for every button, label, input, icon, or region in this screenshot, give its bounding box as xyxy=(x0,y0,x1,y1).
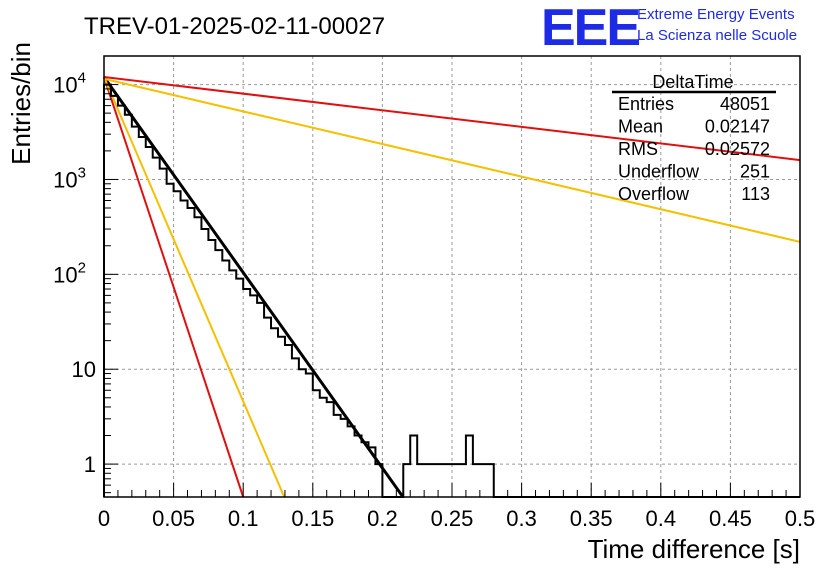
stats-label: Overflow xyxy=(618,184,690,204)
stats-label: Entries xyxy=(618,94,674,114)
chart-title: TREV-01-2025-02-11-00027 xyxy=(84,13,385,40)
y-tick-label: 10 xyxy=(72,357,96,382)
stats-name: DeltaTime xyxy=(652,72,733,92)
stats-value: 113 xyxy=(741,184,770,204)
logo-line-2: La Scienza nelle Scuole xyxy=(637,27,797,44)
y-tick-label: 103 xyxy=(53,164,86,192)
stats-box: DeltaTime Entries 48051 Mean 0.02147 RMS 0.02… xyxy=(612,72,776,204)
x-tick-label: 0.35 xyxy=(570,506,613,531)
fit-line xyxy=(103,77,801,243)
fit-line xyxy=(103,76,286,498)
y-tick-base: 10 xyxy=(53,73,77,98)
stats-value: 0.02572 xyxy=(705,139,770,159)
x-tick-label: 0.45 xyxy=(709,506,752,531)
x-axis: 0 0.05 0.1 0.15 0.2 0.25 0.3 0.35 0.4 0.45 0.5 xyxy=(98,483,815,531)
x-tick-label: 0 xyxy=(98,506,110,531)
y-tick-base: 10 xyxy=(72,357,96,382)
x-tick-label: 0.1 xyxy=(228,506,259,531)
x-tick-label: 0.05 xyxy=(152,506,195,531)
logo-line-1: Extreme Energy Events xyxy=(637,6,795,23)
x-axis-title: Time difference [s] xyxy=(588,534,800,564)
x-tick-label: 0.4 xyxy=(646,506,677,531)
y-tick-label: 104 xyxy=(53,70,86,98)
y-tick-label: 1 xyxy=(84,452,96,477)
x-tick-label: 0.3 xyxy=(506,506,537,531)
y-tick-exponent: 3 xyxy=(78,164,86,181)
fit-line xyxy=(103,76,245,498)
stats-value: 251 xyxy=(740,162,770,182)
x-tick-label: 0.2 xyxy=(367,506,398,531)
y-tick-exponent: 2 xyxy=(78,259,86,276)
y-tick-base: 1 xyxy=(84,452,96,477)
stats-label: Underflow xyxy=(618,162,700,182)
x-tick-label: 0.15 xyxy=(291,506,334,531)
y-axis-title: Entries/bin xyxy=(6,42,36,165)
y-tick-label: 102 xyxy=(53,259,86,287)
stats-value: 48051 xyxy=(720,94,770,114)
y-tick-base: 10 xyxy=(53,262,77,287)
stats-label: Mean xyxy=(618,117,663,137)
y-tick-exponent: 4 xyxy=(78,70,86,87)
grid xyxy=(104,56,800,497)
stats-label: RMS xyxy=(618,139,658,159)
fit-line xyxy=(103,76,801,162)
eee-logo: EEE xyxy=(541,0,639,57)
x-tick-label: 0.5 xyxy=(785,506,816,531)
y-tick-base: 10 xyxy=(53,167,77,192)
stats-value: 0.02147 xyxy=(705,117,770,137)
x-tick-label: 0.25 xyxy=(431,506,474,531)
